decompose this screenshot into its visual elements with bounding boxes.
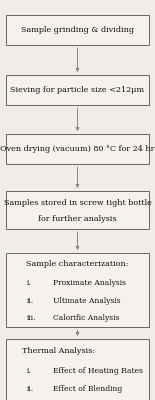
Text: Effect of Blending: Effect of Blending	[53, 385, 122, 393]
Text: Sample grinding & dividing: Sample grinding & dividing	[21, 26, 134, 34]
Text: Samples stored in screw tight bottle: Samples stored in screw tight bottle	[4, 199, 151, 207]
FancyBboxPatch shape	[6, 191, 149, 229]
FancyBboxPatch shape	[6, 75, 149, 105]
Text: Ultimate Analysis: Ultimate Analysis	[53, 296, 120, 305]
Text: Thermal Analysis:: Thermal Analysis:	[22, 347, 95, 355]
Text: Oven drying (vacuum) 80 °C for 24 hr: Oven drying (vacuum) 80 °C for 24 hr	[0, 145, 155, 153]
Text: Calorific Analysis: Calorific Analysis	[53, 314, 119, 322]
Text: i.: i.	[26, 279, 31, 287]
FancyBboxPatch shape	[6, 15, 149, 45]
Text: iii.: iii.	[26, 314, 36, 322]
FancyBboxPatch shape	[6, 134, 149, 164]
Text: Proximate Analysis: Proximate Analysis	[53, 279, 126, 287]
Text: ii.: ii.	[26, 296, 33, 305]
Text: for further analysis: for further analysis	[38, 215, 117, 223]
FancyBboxPatch shape	[6, 253, 149, 327]
Text: i.: i.	[26, 367, 31, 375]
Text: Effect of Heating Rates: Effect of Heating Rates	[53, 367, 143, 375]
Text: Sample characterization:: Sample characterization:	[26, 260, 129, 268]
Text: ii.: ii.	[26, 385, 33, 393]
FancyBboxPatch shape	[6, 339, 149, 400]
Text: Sieving for particle size <212μm: Sieving for particle size <212μm	[10, 86, 145, 94]
